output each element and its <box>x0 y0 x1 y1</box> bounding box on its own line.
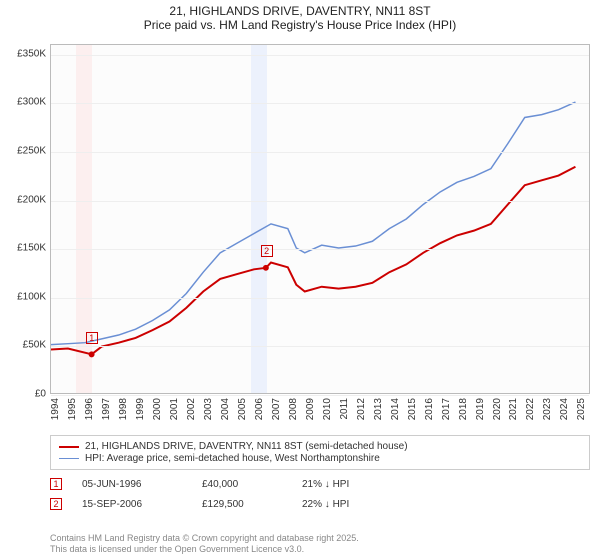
xtick: 2011 <box>339 398 350 420</box>
xtick: 2012 <box>356 398 367 420</box>
xtick: 2015 <box>407 398 418 420</box>
xtick: 2016 <box>424 398 435 420</box>
chart-svg <box>51 45 589 393</box>
sale-delta-1: 21% ↓ HPI <box>302 479 349 490</box>
legend-row-price: 21, HIGHLANDS DRIVE, DAVENTRY, NN11 8ST … <box>59 441 581 452</box>
legend-swatch-price <box>59 446 79 448</box>
xtick: 2018 <box>458 398 469 420</box>
xtick: 2008 <box>288 398 299 420</box>
chart-marker-2: 2 <box>261 245 273 257</box>
sale-marker-2: 2 <box>50 498 62 510</box>
xtick: 1997 <box>101 398 112 420</box>
sale-row-2: 2 15-SEP-2006 £129,500 22% ↓ HPI <box>50 498 590 510</box>
xtick: 2009 <box>305 398 316 420</box>
sale-row-1: 1 05-JUN-1996 £40,000 21% ↓ HPI <box>50 478 590 490</box>
sale-delta-2: 22% ↓ HPI <box>302 499 349 510</box>
xtick: 2006 <box>254 398 265 420</box>
xtick: 1998 <box>118 398 129 420</box>
legend-label-price: 21, HIGHLANDS DRIVE, DAVENTRY, NN11 8ST … <box>85 441 408 452</box>
xtick: 1996 <box>84 398 95 420</box>
legend: 21, HIGHLANDS DRIVE, DAVENTRY, NN11 8ST … <box>50 435 590 470</box>
ytick: £350K <box>17 48 50 59</box>
xtick: 2003 <box>203 398 214 420</box>
ytick: £250K <box>17 145 50 156</box>
xtick: 2001 <box>169 398 180 420</box>
xtick: 1994 <box>50 398 61 420</box>
xtick: 2019 <box>475 398 486 420</box>
xtick: 2022 <box>525 398 536 420</box>
xtick: 2023 <box>542 398 553 420</box>
xtick: 2024 <box>559 398 570 420</box>
sale-price-2: £129,500 <box>202 499 282 510</box>
series-hpi <box>51 102 575 345</box>
sale-marker-1: 1 <box>50 478 62 490</box>
ytick: £0 <box>35 389 50 400</box>
xtick: 2007 <box>271 398 282 420</box>
legend-row-hpi: HPI: Average price, semi-detached house,… <box>59 453 581 464</box>
xtick: 2013 <box>373 398 384 420</box>
footer-line-1: Contains HM Land Registry data © Crown c… <box>50 533 359 545</box>
chart-title: 21, HIGHLANDS DRIVE, DAVENTRY, NN11 8ST … <box>0 0 600 32</box>
footer: Contains HM Land Registry data © Crown c… <box>50 533 359 556</box>
chart-marker-1: 1 <box>86 332 98 344</box>
title-line-2: Price paid vs. HM Land Registry's House … <box>0 18 600 32</box>
xtick: 1995 <box>67 398 78 420</box>
xtick: 2000 <box>152 398 163 420</box>
sale-price-1: £40,000 <box>202 479 282 490</box>
xtick: 2014 <box>390 398 401 420</box>
ytick: £200K <box>17 194 50 205</box>
xtick: 1999 <box>135 398 146 420</box>
sale-date-2: 15-SEP-2006 <box>82 499 182 510</box>
ytick: £300K <box>17 97 50 108</box>
legend-swatch-hpi <box>59 458 79 459</box>
xtick: 2025 <box>576 398 587 420</box>
sale-date-1: 05-JUN-1996 <box>82 479 182 490</box>
xtick: 2010 <box>322 398 333 420</box>
legend-label-hpi: HPI: Average price, semi-detached house,… <box>85 453 380 464</box>
ytick: £150K <box>17 243 50 254</box>
footer-line-2: This data is licensed under the Open Gov… <box>50 544 359 556</box>
plot-area: 12 <box>50 44 590 394</box>
xtick: 2017 <box>441 398 452 420</box>
ytick: £100K <box>17 291 50 302</box>
ytick: £50K <box>23 340 50 351</box>
title-line-1: 21, HIGHLANDS DRIVE, DAVENTRY, NN11 8ST <box>0 4 600 18</box>
series-price_paid <box>51 167 575 355</box>
xtick: 2021 <box>508 398 519 420</box>
xtick: 2020 <box>492 398 503 420</box>
xtick: 2002 <box>186 398 197 420</box>
xtick: 2005 <box>237 398 248 420</box>
xtick: 2004 <box>220 398 231 420</box>
